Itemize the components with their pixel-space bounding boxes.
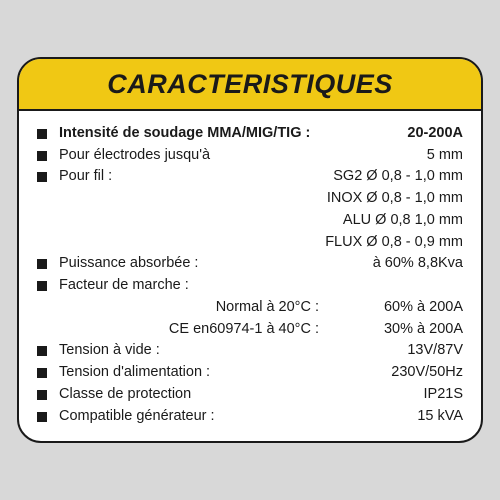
spec-panel: CARACTERISTIQUES Intensité de soudage MM… xyxy=(17,57,483,444)
spec-sublabel: CE en60974-1 à 40°C : xyxy=(59,319,343,341)
spec-row: Pour électrodes jusqu'à5 mm xyxy=(37,145,463,167)
spec-list: Intensité de soudage MMA/MIG/TIG :20-200… xyxy=(19,111,481,442)
spec-sublabel: Normal à 20°C : xyxy=(59,297,343,319)
bullet-icon xyxy=(37,172,47,182)
spec-label: Pour fil : xyxy=(59,166,325,188)
spec-row: Classe de protectionIP21S xyxy=(37,384,463,406)
bullet-icon xyxy=(37,346,47,356)
spec-row: Puissance absorbée :à 60% 8,8Kva xyxy=(37,253,463,275)
spec-row: Intensité de soudage MMA/MIG/TIG :20-200… xyxy=(37,123,463,145)
spec-row: Facteur de marche : xyxy=(37,275,463,297)
spec-subvalue: 30% à 200A xyxy=(343,319,463,341)
spec-wire-value: INOX Ø 0,8 - 1,0 mm xyxy=(319,188,463,210)
spec-wire-row: FLUX Ø 0,8 - 0,9 mm xyxy=(37,232,463,254)
spec-wire-row: ALU Ø 0,8 1,0 mm xyxy=(37,210,463,232)
bullet-icon xyxy=(37,151,47,161)
spec-label: Puissance absorbée : xyxy=(59,253,365,275)
spec-label: Facteur de marche : xyxy=(59,275,455,297)
spec-label: Intensité de soudage MMA/MIG/TIG : xyxy=(59,123,399,145)
bullet-icon xyxy=(37,390,47,400)
spec-value: SG2 Ø 0,8 - 1,0 mm xyxy=(325,166,463,188)
spec-subrow: CE en60974-1 à 40°C :30% à 200A xyxy=(37,319,463,341)
spec-value: 13V/87V xyxy=(399,340,463,362)
spec-label: Compatible générateur : xyxy=(59,406,409,428)
spec-label: Tension d'alimentation : xyxy=(59,362,383,384)
spec-row: Pour fil :SG2 Ø 0,8 - 1,0 mm xyxy=(37,166,463,188)
panel-header: CARACTERISTIQUES xyxy=(19,59,481,111)
spec-value: 20-200A xyxy=(399,123,463,145)
bullet-icon xyxy=(37,412,47,422)
spec-subvalue: 60% à 200A xyxy=(343,297,463,319)
bullet-icon xyxy=(37,129,47,139)
spec-value: 230V/50Hz xyxy=(383,362,463,384)
bullet-icon xyxy=(37,281,47,291)
spec-wire-value: ALU Ø 0,8 1,0 mm xyxy=(335,210,463,232)
spec-label: Classe de protection xyxy=(59,384,416,406)
spec-row: Compatible générateur :15 kVA xyxy=(37,406,463,428)
bullet-icon xyxy=(37,368,47,378)
spec-subrow: Normal à 20°C :60% à 200A xyxy=(37,297,463,319)
spec-row: Tension à vide :13V/87V xyxy=(37,340,463,362)
spec-value: IP21S xyxy=(416,384,464,406)
spec-label: Pour électrodes jusqu'à xyxy=(59,145,419,167)
spec-row: Tension d'alimentation :230V/50Hz xyxy=(37,362,463,384)
spec-label: Tension à vide : xyxy=(59,340,399,362)
spec-value: 15 kVA xyxy=(409,406,463,428)
spec-wire-value: FLUX Ø 0,8 - 0,9 mm xyxy=(317,232,463,254)
spec-wire-row: INOX Ø 0,8 - 1,0 mm xyxy=(37,188,463,210)
panel-title: CARACTERISTIQUES xyxy=(19,69,481,100)
spec-value: à 60% 8,8Kva xyxy=(365,253,463,275)
bullet-icon xyxy=(37,259,47,269)
spec-value: 5 mm xyxy=(419,145,463,167)
